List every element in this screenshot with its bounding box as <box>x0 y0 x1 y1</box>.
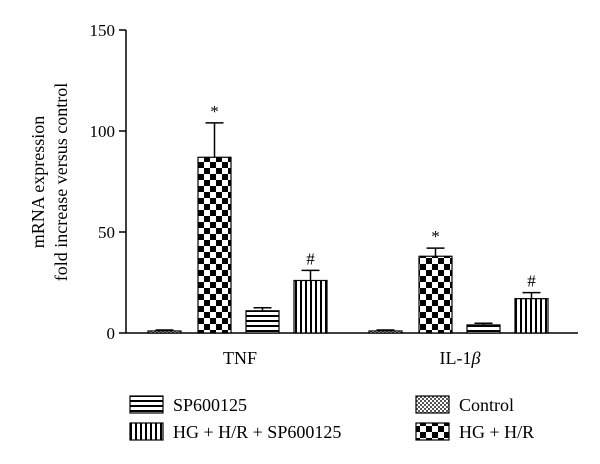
legend-label: HG + H/R + SP600125 <box>173 422 341 442</box>
bar <box>368 330 403 334</box>
y-tick-label: 150 <box>90 21 116 40</box>
legend-label: SP600125 <box>173 395 247 415</box>
significance-marker: # <box>306 249 315 268</box>
legend-swatch <box>129 395 164 414</box>
legend: SP600125 Control HG + H/R + SP600125 HG + H… <box>129 395 534 442</box>
y-axis-label-line1: mRNA expression <box>28 116 48 249</box>
bar <box>197 156 232 334</box>
y-tick-label: 100 <box>90 122 116 141</box>
category-labels: TNF IL-1β <box>223 348 481 368</box>
bar <box>514 298 549 334</box>
significance-marker: * <box>210 102 219 121</box>
category-label: TNF <box>223 348 257 368</box>
bars: * # * # <box>147 102 549 334</box>
legend-swatch <box>415 422 450 441</box>
y-tick-label: 0 <box>107 324 116 343</box>
y-axis-label-line2: fold increase versus control <box>51 83 71 281</box>
category-label: IL-1β <box>440 348 481 368</box>
bar <box>418 255 453 334</box>
legend-swatch <box>415 395 450 414</box>
y-tick-label: 50 <box>98 223 115 242</box>
bar <box>466 324 501 334</box>
legend-swatch <box>129 422 164 441</box>
bar <box>147 330 182 334</box>
bar <box>293 279 328 334</box>
significance-marker: * <box>431 227 440 246</box>
bar <box>245 310 280 334</box>
legend-label: HG + H/R <box>459 422 534 442</box>
y-ticks: 0 50 100 150 <box>90 21 126 343</box>
significance-marker: # <box>527 272 536 291</box>
legend-label: Control <box>459 395 514 415</box>
